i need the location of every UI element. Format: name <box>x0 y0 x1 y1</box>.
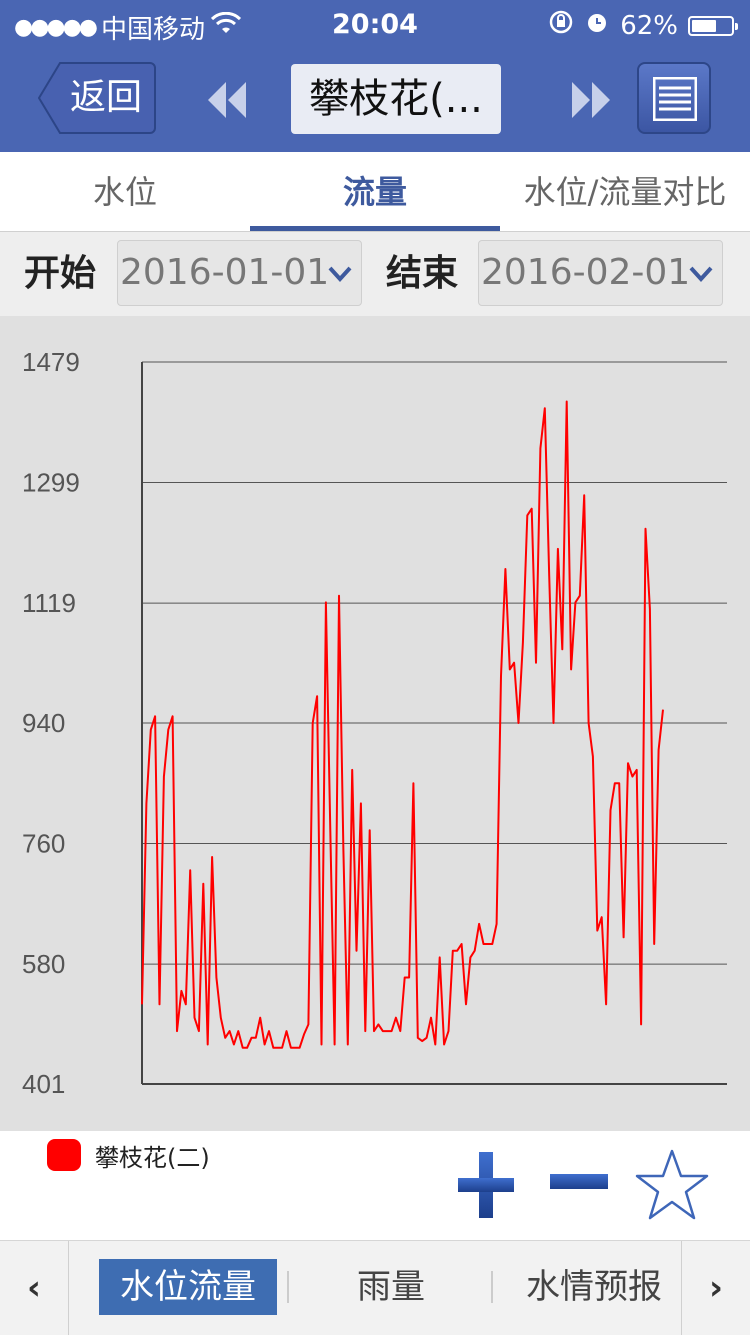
chevron-down-icon <box>328 266 352 282</box>
signal-strength-icon: ●●●●● <box>14 15 98 40</box>
next-station-button[interactable] <box>568 78 614 122</box>
data-type-tabs: 水位 流量 水位/流量对比 <box>0 152 750 232</box>
tab-level-flow-compare[interactable]: 水位/流量对比 <box>523 173 727 211</box>
end-date-label: 结束 <box>386 253 459 294</box>
bottom-nav-rainfall[interactable]: 雨量 <box>357 1267 425 1307</box>
active-tab-indicator <box>250 226 500 232</box>
y-tick-label: 401 <box>22 1069 65 1099</box>
bottom-nav-divider <box>681 1241 682 1335</box>
alarm-icon <box>584 9 610 42</box>
y-tick-label: 940 <box>22 708 65 738</box>
bottom-navigation: ‹ 水位流量 雨量 水情预报 › <box>0 1240 750 1335</box>
plus-icon <box>458 1152 514 1218</box>
legend-label: 攀枝花(二) <box>95 1144 210 1172</box>
zoom-out-button[interactable] <box>550 1170 608 1194</box>
double-right-arrow-icon <box>572 82 610 118</box>
minus-icon <box>550 1174 608 1189</box>
star-outline-icon <box>635 1149 709 1220</box>
start-date-select[interactable]: 2016-01-01 <box>117 240 362 306</box>
flow-series-line <box>141 400 664 1049</box>
y-tick-label: 760 <box>22 829 65 859</box>
end-date-value: 2016-02-01 <box>481 252 691 293</box>
y-tick-label: 1119 <box>22 588 76 618</box>
bottom-nav-separator <box>287 1271 289 1303</box>
station-title[interactable]: 攀枝花(... <box>291 64 501 134</box>
back-button-label: 返回 <box>69 77 142 118</box>
tabs-divider <box>0 231 750 232</box>
start-date-label: 开始 <box>24 253 97 294</box>
bottom-nav-separator <box>491 1271 493 1303</box>
status-time: 20:04 <box>332 9 418 40</box>
scroll-left-arrow[interactable]: ‹ <box>26 1268 41 1308</box>
tab-water-level[interactable]: 水位 <box>92 173 157 211</box>
y-tick-label: 1299 <box>22 468 80 498</box>
end-date-select[interactable]: 2016-02-01 <box>478 240 723 306</box>
battery-fill <box>692 19 716 32</box>
status-bar: ●●●●● 中国移动 20:04 62% <box>0 0 750 50</box>
tab-flow[interactable]: 流量 <box>342 173 407 211</box>
date-filter-bar: 开始 2016-01-01 结束 2016-02-01 <box>0 232 750 316</box>
y-tick-label: 1479 <box>22 347 80 377</box>
zoom-in-button[interactable] <box>458 1152 514 1218</box>
carrier-name: 中国移动 <box>100 15 205 45</box>
orientation-lock-icon <box>548 9 574 42</box>
previous-station-button[interactable] <box>204 78 250 122</box>
list-icon <box>653 77 697 121</box>
favorite-button[interactable] <box>634 1148 710 1222</box>
chevron-down-icon <box>689 266 713 282</box>
back-button[interactable]: 返回 <box>38 62 156 134</box>
battery-percent: 62% <box>620 10 678 41</box>
station-list-button[interactable] <box>637 62 711 134</box>
scroll-right-arrow[interactable]: › <box>708 1268 723 1308</box>
double-left-arrow-icon <box>208 82 246 118</box>
flow-chart-svg: 1479 1299 1119 940 760 580 401 <box>22 347 727 1099</box>
bottom-nav-divider <box>68 1241 69 1335</box>
legend-swatch <box>47 1139 81 1171</box>
bottom-nav-water-flow[interactable]: 水位流量 <box>99 1259 277 1315</box>
wifi-icon <box>210 11 242 43</box>
y-tick-label: 580 <box>22 949 65 979</box>
status-right: 62% <box>548 9 738 42</box>
bottom-nav-forecast[interactable]: 水情预报 <box>526 1267 662 1307</box>
battery-icon <box>688 15 738 36</box>
start-date-value: 2016-01-01 <box>120 252 330 293</box>
app-header: ●●●●● 中国移动 20:04 62% 返回 <box>0 0 750 152</box>
status-left: ●●●●● 中国移动 <box>14 9 242 46</box>
flow-chart[interactable]: 1479 1299 1119 940 760 580 401 <box>0 316 750 1131</box>
